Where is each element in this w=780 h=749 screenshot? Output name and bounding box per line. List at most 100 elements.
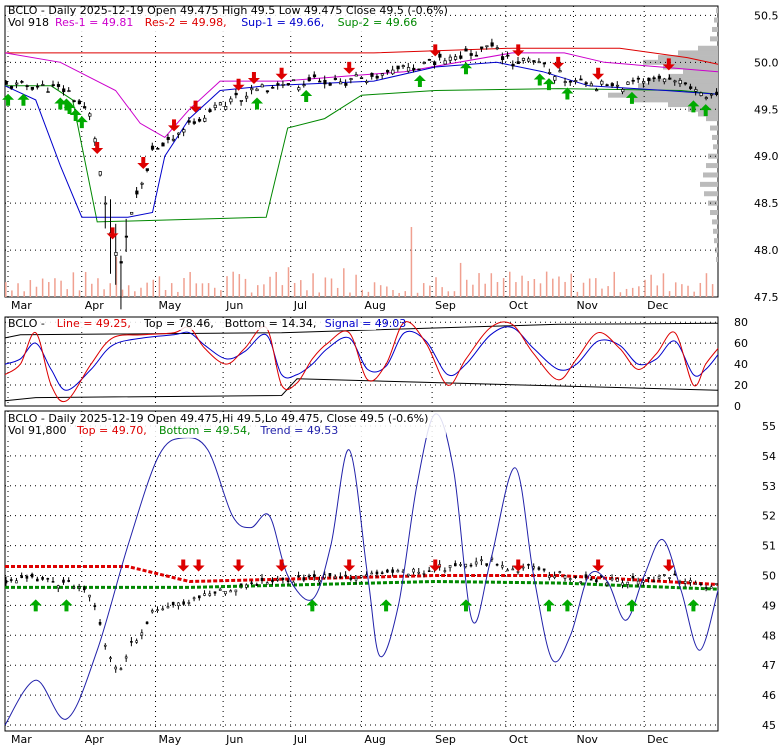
trend-candle-body	[182, 601, 185, 605]
volume-profile-bar	[708, 200, 718, 206]
trend-sell-arrow	[343, 559, 356, 572]
sup1-line	[4, 61, 719, 218]
volume-bar	[392, 289, 394, 297]
trend-candle-body	[631, 576, 635, 579]
volume-bar	[644, 279, 646, 297]
trend-x-tick: Mar	[11, 733, 32, 745]
candle-body	[574, 80, 578, 82]
volume-bar	[23, 291, 25, 297]
osc-y-tick: 80	[734, 316, 748, 329]
candle-body	[83, 106, 87, 109]
candle-body	[171, 138, 176, 141]
volume-bar	[472, 284, 474, 297]
candle-body	[636, 77, 641, 80]
trend-candle-body	[88, 594, 91, 598]
trend-candle-body	[459, 564, 462, 566]
candle-body	[359, 77, 364, 79]
trend-candle-body	[307, 575, 311, 578]
volume-bar	[552, 278, 554, 297]
trend-candle-body	[689, 580, 692, 583]
osc-header-3: Bottom = 14.34,	[225, 317, 317, 330]
candle-body	[41, 84, 45, 86]
trend-candle-body	[694, 583, 697, 585]
osc-y-tick: 0	[734, 400, 741, 413]
trend-x-tick: Dec	[647, 733, 668, 745]
volume-bar	[336, 287, 339, 297]
volume-profile-bar	[683, 69, 718, 75]
volume-profile-bar	[716, 8, 718, 14]
trend-sell-arrow	[192, 559, 205, 572]
volume-bar	[5, 282, 7, 297]
price-legend-2: Res-2 = 49.98,	[145, 16, 227, 29]
candle-body	[626, 81, 630, 85]
price-x-tick: May	[159, 299, 182, 312]
volume-bar	[343, 268, 345, 297]
trend-candle-body	[480, 559, 483, 562]
trend-candle-body	[427, 570, 431, 572]
volume-bar	[478, 273, 480, 297]
price-y-tick: 48.0	[754, 244, 779, 257]
candle-body	[380, 73, 385, 76]
trend-candle-body	[647, 577, 650, 579]
trend-candle-body	[114, 666, 118, 670]
trend-candle-body	[119, 668, 123, 670]
sell-arrow	[189, 100, 202, 113]
trend-buy-arrow	[380, 599, 393, 612]
trend-buy-arrow	[542, 599, 555, 612]
buy-arrow	[561, 87, 574, 100]
trend-candle-body	[312, 574, 316, 578]
trend-candle-body	[386, 569, 389, 573]
trend-candle-body	[605, 582, 609, 586]
trend-candle-body	[595, 579, 598, 583]
trend-candle-body	[177, 602, 180, 607]
volume-bar	[539, 283, 542, 297]
volume-bar	[158, 276, 161, 297]
trend-y-tick: 51	[762, 540, 776, 553]
candle-body	[480, 46, 484, 49]
volume-bar	[48, 282, 50, 297]
volume-bar	[545, 271, 548, 297]
candle-body	[459, 55, 463, 59]
trend-candle-body	[391, 569, 394, 573]
res2-line	[5, 47, 719, 65]
candle-body	[213, 104, 217, 108]
trend-x-tick: May	[159, 733, 182, 745]
candle-body	[51, 84, 55, 86]
volume-bar	[588, 278, 591, 297]
volume-profile-bar	[710, 36, 718, 42]
volume-bar	[711, 284, 714, 297]
trend-candle-body	[20, 575, 23, 579]
trend-candle-body	[260, 577, 264, 581]
buy-arrow	[625, 91, 638, 104]
trend-candle-body	[224, 591, 227, 595]
volume-bar	[115, 257, 118, 297]
volume-bar	[226, 276, 228, 297]
candle-body	[56, 84, 61, 87]
candle-body	[563, 81, 567, 83]
candle-body	[689, 86, 693, 89]
candle-body	[438, 53, 442, 58]
osc-header-0: BCLO -	[8, 317, 45, 330]
candle-body	[77, 100, 81, 105]
volume-bar	[631, 287, 634, 297]
candle-body	[595, 89, 599, 92]
volume-bar	[515, 282, 517, 297]
trend-candle-body	[349, 577, 353, 580]
candle-body	[20, 81, 24, 83]
candle-body	[401, 65, 405, 67]
price-y-tick: 50.5	[754, 9, 779, 22]
candle-body	[516, 61, 520, 65]
price-header-bg	[6, 7, 386, 33]
candle-body	[302, 84, 306, 87]
sell-arrow	[662, 58, 675, 71]
candle-body	[647, 77, 651, 82]
trend-candle-body	[464, 563, 468, 567]
volume-bar	[693, 291, 695, 297]
trend-candle-body	[610, 578, 614, 581]
volume-profile-bar	[713, 228, 718, 234]
trend-candle-body	[485, 563, 488, 566]
candle-body	[103, 202, 108, 205]
trend-candle-body	[469, 564, 473, 567]
volume-bar	[152, 279, 155, 297]
candle-body	[156, 147, 160, 150]
